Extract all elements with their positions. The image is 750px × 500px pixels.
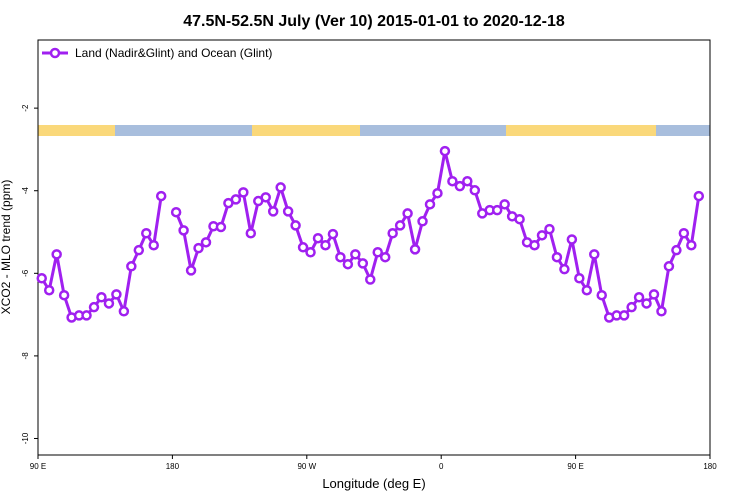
data-point bbox=[663, 261, 675, 272]
data-point bbox=[297, 242, 309, 253]
data-point bbox=[230, 194, 242, 205]
data-point bbox=[618, 310, 630, 321]
data-point bbox=[641, 298, 652, 309]
data-point bbox=[633, 292, 645, 303]
data-point bbox=[671, 244, 682, 256]
data-point bbox=[245, 228, 257, 239]
data-point bbox=[589, 249, 600, 260]
data-point bbox=[305, 246, 316, 258]
land-ocean-strip bbox=[38, 125, 710, 136]
data-point bbox=[185, 265, 197, 276]
data-point bbox=[559, 263, 570, 275]
data-point bbox=[365, 274, 376, 285]
data-point bbox=[155, 190, 167, 202]
data-point bbox=[81, 310, 92, 321]
x-tick-label: 90 E bbox=[567, 462, 583, 471]
data-point bbox=[596, 289, 607, 301]
data-point bbox=[148, 239, 159, 251]
x-axis-label: Longitude (deg E) bbox=[322, 476, 425, 491]
data-point bbox=[36, 273, 47, 284]
data-point bbox=[320, 239, 331, 251]
data-point bbox=[469, 185, 481, 196]
y-tick-label: -8 bbox=[21, 352, 30, 360]
data-point bbox=[267, 206, 279, 217]
y-tick-label: -10 bbox=[21, 432, 30, 444]
data-point bbox=[290, 220, 301, 231]
data-point bbox=[118, 306, 130, 317]
y-tick-label: -6 bbox=[21, 269, 30, 277]
data-point bbox=[439, 145, 451, 157]
y-tick-label: -4 bbox=[21, 187, 30, 195]
y-tick-label: -2 bbox=[21, 104, 30, 112]
x-tick-label: 180 bbox=[703, 462, 717, 471]
data-point bbox=[43, 284, 55, 296]
data-point bbox=[417, 216, 428, 227]
data-point bbox=[335, 251, 346, 263]
data-point bbox=[282, 206, 294, 217]
data-point bbox=[551, 251, 563, 263]
data-point bbox=[327, 228, 339, 240]
data-point bbox=[424, 199, 436, 210]
data-point bbox=[141, 228, 152, 239]
data-point bbox=[454, 180, 466, 192]
data-point bbox=[626, 301, 637, 313]
data-point bbox=[178, 225, 189, 236]
data-point bbox=[499, 199, 510, 210]
data-point bbox=[409, 244, 421, 255]
data-point bbox=[529, 239, 540, 251]
data-point bbox=[432, 187, 443, 199]
data-point bbox=[103, 298, 115, 309]
data-point bbox=[648, 289, 660, 300]
x-tick-label: 90 E bbox=[30, 462, 46, 471]
data-point bbox=[693, 190, 705, 202]
data-point bbox=[58, 289, 70, 301]
data-point bbox=[193, 242, 204, 254]
data-point bbox=[275, 182, 286, 193]
x-tick-label: 0 bbox=[439, 462, 444, 471]
data-point bbox=[357, 258, 369, 269]
data-point bbox=[394, 220, 406, 231]
data-point bbox=[447, 175, 458, 187]
data-point bbox=[260, 192, 271, 203]
data-point bbox=[566, 234, 578, 245]
data-point bbox=[215, 221, 227, 233]
data-point bbox=[111, 289, 122, 300]
data-point bbox=[686, 239, 697, 251]
chart-title: 47.5N-52.5N July (Ver 10) 2015-01-01 to … bbox=[183, 13, 565, 30]
data-point bbox=[491, 204, 503, 216]
y-axis-label: XCO2 - MLO trend (ppm) bbox=[0, 180, 13, 315]
data-point bbox=[238, 187, 249, 198]
data-point bbox=[200, 237, 212, 248]
data-point bbox=[372, 246, 383, 258]
data-point bbox=[544, 223, 555, 235]
data-point bbox=[514, 213, 525, 225]
data-point bbox=[126, 261, 137, 272]
data-point bbox=[133, 244, 145, 256]
data-point bbox=[342, 258, 354, 270]
x-tick-label: 180 bbox=[166, 462, 180, 471]
data-point bbox=[379, 251, 391, 263]
data-point bbox=[536, 230, 548, 241]
x-tick-label: 90 W bbox=[297, 462, 316, 471]
data-point bbox=[387, 228, 398, 239]
data-point bbox=[581, 284, 593, 296]
legend-marker bbox=[49, 47, 61, 59]
data-point bbox=[402, 208, 413, 219]
data-point bbox=[88, 301, 100, 313]
data-point bbox=[656, 306, 667, 317]
data-point bbox=[170, 206, 182, 218]
data-point bbox=[312, 232, 324, 244]
legend-label: Land (Nadir&Glint) and Ocean (Glint) bbox=[75, 46, 272, 60]
data-point bbox=[350, 249, 361, 260]
plot-frame bbox=[37, 39, 711, 456]
data-point bbox=[51, 249, 62, 260]
data-point bbox=[678, 228, 690, 239]
data-point bbox=[574, 273, 585, 284]
data-point bbox=[462, 175, 473, 187]
data-point bbox=[96, 292, 107, 303]
